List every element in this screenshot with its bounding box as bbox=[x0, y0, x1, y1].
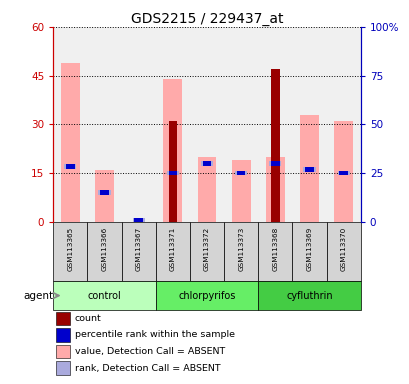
Bar bbox=[87, 222, 121, 281]
Bar bbox=[202, 161, 211, 166]
Bar bbox=[100, 190, 108, 195]
Bar bbox=[155, 281, 258, 310]
Text: agent: agent bbox=[23, 291, 53, 301]
Bar bbox=[269, 161, 281, 166]
Bar bbox=[53, 281, 155, 310]
Text: GSM113365: GSM113365 bbox=[67, 227, 73, 271]
Text: rank, Detection Call = ABSENT: rank, Detection Call = ABSENT bbox=[74, 364, 220, 372]
Text: GSM113368: GSM113368 bbox=[272, 227, 278, 271]
Text: GSM113366: GSM113366 bbox=[101, 227, 107, 271]
Bar bbox=[270, 69, 279, 222]
Title: GDS2215 / 229437_at: GDS2215 / 229437_at bbox=[130, 12, 283, 26]
Text: percentile rank within the sample: percentile rank within the sample bbox=[74, 331, 234, 339]
Bar bbox=[234, 170, 247, 175]
Text: GSM113371: GSM113371 bbox=[169, 227, 175, 271]
Bar bbox=[98, 190, 110, 195]
Bar bbox=[299, 114, 318, 222]
Bar bbox=[303, 167, 315, 172]
Bar bbox=[56, 345, 70, 358]
Bar bbox=[95, 170, 114, 222]
Bar bbox=[66, 164, 74, 169]
Text: control: control bbox=[88, 291, 121, 301]
Bar bbox=[231, 160, 250, 222]
Text: GSM113367: GSM113367 bbox=[135, 227, 142, 271]
Text: count: count bbox=[74, 314, 101, 323]
Bar bbox=[265, 157, 284, 222]
Bar bbox=[166, 170, 179, 175]
Bar bbox=[134, 218, 143, 223]
Bar bbox=[155, 222, 189, 281]
Bar bbox=[121, 222, 155, 281]
Bar bbox=[168, 170, 177, 175]
Bar bbox=[53, 222, 87, 281]
Bar bbox=[337, 170, 349, 175]
Bar bbox=[292, 222, 326, 281]
Bar bbox=[270, 161, 279, 166]
Bar bbox=[258, 222, 292, 281]
Text: GSM113370: GSM113370 bbox=[340, 227, 346, 271]
Bar bbox=[333, 121, 352, 222]
Bar bbox=[339, 170, 347, 175]
Bar bbox=[163, 79, 182, 222]
Bar bbox=[56, 312, 70, 325]
Bar bbox=[200, 161, 213, 166]
Text: GSM113372: GSM113372 bbox=[204, 227, 209, 271]
Text: chlorpyrifos: chlorpyrifos bbox=[178, 291, 235, 301]
Bar bbox=[132, 218, 144, 223]
Bar bbox=[56, 328, 70, 342]
Bar bbox=[236, 170, 245, 175]
Text: value, Detection Call = ABSENT: value, Detection Call = ABSENT bbox=[74, 347, 225, 356]
Text: cyfluthrin: cyfluthrin bbox=[285, 291, 332, 301]
Bar bbox=[224, 222, 258, 281]
Text: GSM113373: GSM113373 bbox=[238, 227, 244, 271]
Bar bbox=[56, 361, 70, 375]
Bar bbox=[189, 222, 224, 281]
Bar bbox=[197, 157, 216, 222]
Bar bbox=[305, 167, 313, 172]
Bar bbox=[64, 164, 76, 169]
Bar bbox=[258, 281, 360, 310]
Text: GSM113369: GSM113369 bbox=[306, 227, 312, 271]
Bar bbox=[168, 121, 177, 222]
Bar bbox=[326, 222, 360, 281]
Bar bbox=[61, 63, 80, 222]
